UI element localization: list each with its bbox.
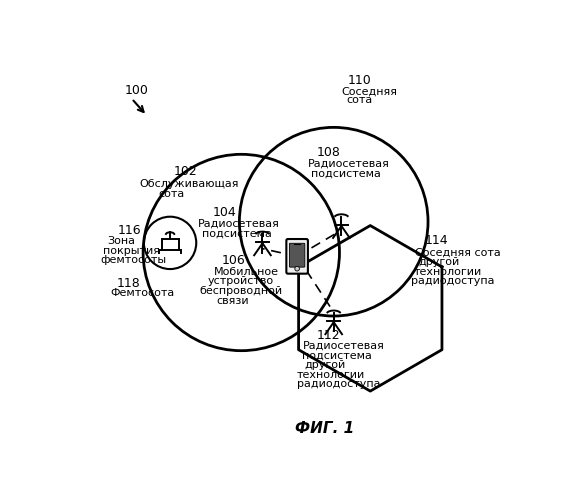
Text: 112: 112	[316, 329, 340, 342]
Text: Зона: Зона	[107, 236, 135, 246]
Text: 118: 118	[116, 277, 140, 290]
Text: Обслуживающая: Обслуживающая	[139, 179, 239, 189]
Text: 108: 108	[316, 146, 340, 159]
Text: ФИГ. 1: ФИГ. 1	[295, 422, 354, 436]
Text: Мобильное: Мобильное	[214, 267, 279, 277]
Circle shape	[295, 266, 300, 271]
Text: покрытия: покрытия	[103, 246, 160, 256]
FancyBboxPatch shape	[286, 239, 308, 274]
Text: сота: сота	[158, 188, 185, 198]
Text: Соседняя: Соседняя	[342, 86, 397, 97]
Text: устройство: устройство	[207, 276, 274, 286]
Text: 104: 104	[213, 206, 236, 218]
Text: технологии: технологии	[414, 267, 482, 277]
Text: Радиосетевая: Радиосетевая	[198, 218, 280, 228]
Text: Фемтосота: Фемтосота	[111, 288, 175, 298]
Text: радиодоступа: радиодоступа	[411, 276, 494, 286]
Text: 106: 106	[222, 254, 246, 268]
Text: Радиосетевая: Радиосетевая	[308, 159, 389, 169]
Text: подсистема: подсистема	[202, 228, 272, 238]
Text: беспроводной: беспроводной	[200, 286, 283, 296]
Text: 110: 110	[347, 74, 371, 88]
Text: фемтосоты: фемтосоты	[101, 255, 167, 265]
Text: другой: другой	[418, 257, 460, 267]
FancyBboxPatch shape	[289, 244, 305, 267]
Text: связи: связи	[216, 296, 249, 306]
Text: 102: 102	[174, 165, 198, 178]
Text: 100: 100	[125, 84, 149, 98]
Text: подсистема: подсистема	[310, 168, 381, 178]
Text: 116: 116	[118, 224, 142, 236]
Text: технологии: технологии	[297, 370, 365, 380]
Text: другой: другой	[305, 360, 346, 370]
Text: 114: 114	[424, 234, 448, 248]
Text: Радиосетевая: Радиосетевая	[303, 340, 385, 350]
Text: радиодоступа: радиодоступа	[297, 379, 381, 389]
Text: сота: сота	[346, 96, 372, 106]
Text: подсистема: подсистема	[302, 350, 372, 360]
Text: Соседняя сота: Соседняя сота	[415, 248, 501, 258]
